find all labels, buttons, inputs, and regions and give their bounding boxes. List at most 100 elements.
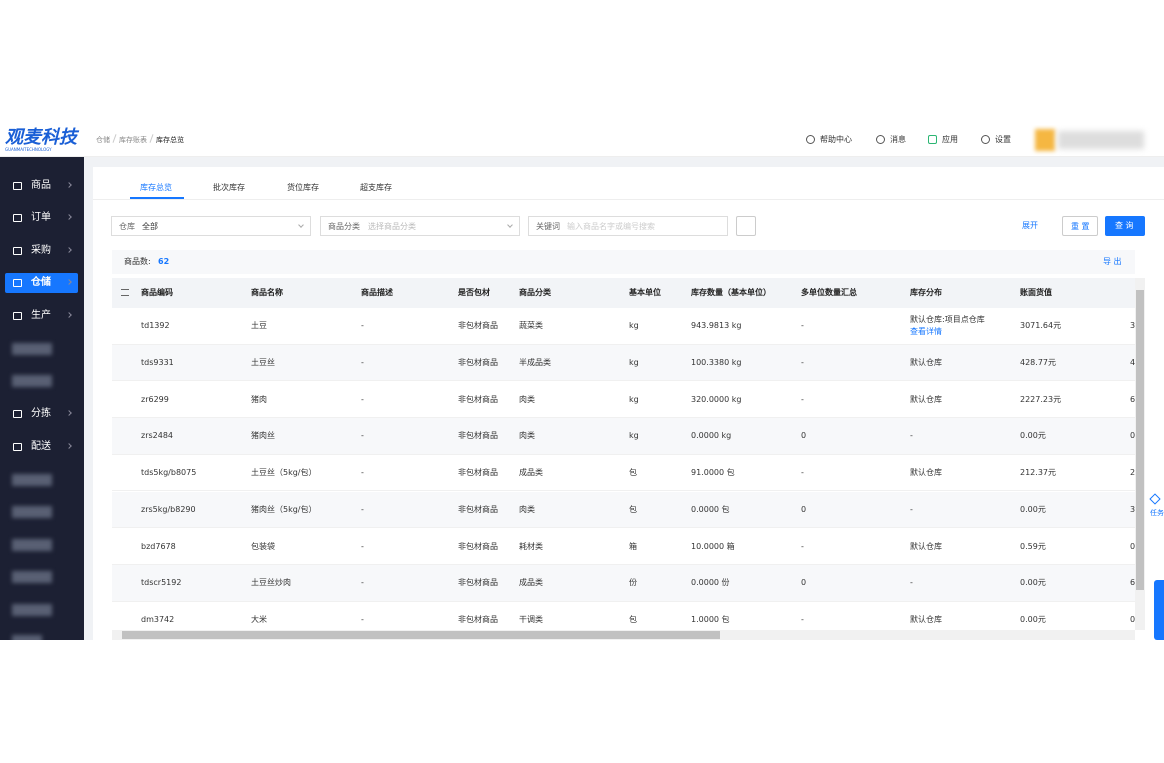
export-button[interactable]: 导 出 [1103, 257, 1122, 266]
table-row [112, 528, 1135, 565]
header-menu-item[interactable]: 设置 [995, 135, 1011, 144]
table-cell: zr6299 [141, 394, 169, 404]
table-cell: 0 [801, 504, 807, 514]
filter-button[interactable] [736, 216, 756, 236]
breadcrumb-item[interactable]: 仓储 [96, 136, 110, 144]
table-cell: zrs2484 [141, 431, 174, 441]
nav-label: 采购 [31, 245, 51, 256]
keyword-input[interactable]: 关键词 输入商品名字或编号搜索 [528, 216, 728, 236]
table-cell: 0.59元 [1020, 541, 1046, 551]
table-cell: 非包材商品 [458, 431, 498, 441]
table-cell: 0.00元 [1020, 614, 1046, 624]
nav-label: 订单 [31, 212, 51, 223]
nav-item[interactable]: 生产 [5, 306, 78, 326]
table-row [112, 344, 1135, 382]
table-cell: td1392 [141, 321, 170, 331]
table-cell: - [361, 578, 364, 588]
table-cell: - [361, 614, 364, 624]
tab[interactable]: 批次库存 [213, 183, 245, 192]
nav-item[interactable]: 采购 [5, 241, 78, 261]
table-cell: 4 [1130, 358, 1135, 368]
nav-arrow [66, 182, 72, 188]
table-cell: 非包材商品 [458, 541, 498, 551]
table-cell: 非包材商品 [458, 578, 498, 588]
tab[interactable]: 库存总览 [140, 183, 172, 192]
table-cell: 0.00元 [1020, 578, 1046, 588]
table-cell: 10.0000 箱 [691, 541, 735, 551]
table-cell: 212.37元 [1020, 468, 1056, 478]
table-cell: bzd7678 [141, 541, 176, 551]
nav-item[interactable]: 分拣 [5, 404, 78, 424]
table-cell: 默认仓库 [910, 541, 942, 551]
table-cell: 包装袋 [251, 541, 275, 551]
nav-item-active[interactable]: 仓储 [5, 273, 78, 293]
nav-icon [13, 312, 22, 320]
filter-label: 关键词 [536, 222, 560, 231]
tab[interactable]: 超支库存 [360, 183, 392, 192]
warehouse-select[interactable]: 仓库 全部 [111, 216, 311, 236]
table-cell: 1.0000 包 [691, 614, 730, 624]
table-cell: 非包材商品 [458, 614, 498, 624]
breadcrumb-item[interactable]: 库存账表 [119, 136, 147, 144]
v-scroll-thumb[interactable] [1136, 290, 1144, 590]
header-menu-item[interactable]: 应用 [942, 135, 958, 144]
nav-icon [13, 182, 22, 190]
header-menu-item[interactable]: 消息 [890, 135, 906, 144]
tab-divider [93, 199, 1164, 200]
table-cell: 320.0000 kg [691, 394, 742, 404]
table-cell: - [361, 394, 364, 404]
nav-icon [13, 279, 22, 287]
reset-button[interactable]: 重 置 [1062, 216, 1098, 236]
nav-icon [13, 214, 22, 222]
column-header: 商品名称 [251, 288, 283, 297]
expand-button[interactable]: 展开 [1022, 221, 1038, 230]
table-cell: - [361, 358, 364, 368]
column-header: 库存数量（基本单位） [691, 288, 771, 297]
table-cell: 包 [629, 614, 637, 624]
table-row [112, 418, 1135, 455]
table-cell: - [361, 431, 364, 441]
table-cell: 成品类 [519, 468, 543, 478]
table-cell: - [801, 541, 804, 551]
tab[interactable]: 货位库存 [287, 183, 319, 192]
button-label: 查 询 [1115, 221, 1134, 230]
nav-item[interactable]: 商品 [5, 176, 78, 196]
header-menu-item[interactable]: 帮助中心 [820, 135, 852, 144]
table-cell: 943.9813 kg [691, 321, 742, 331]
nav-label: 生产 [31, 310, 51, 321]
table-cell: 0 [801, 431, 807, 441]
nav-item-blurred [12, 506, 52, 518]
summary-bar [112, 250, 1135, 274]
h-scroll-thumb[interactable] [122, 631, 720, 639]
table-cell: kg [629, 394, 639, 404]
table-cell: 0 [1130, 541, 1135, 551]
nav-item[interactable]: 订单 [5, 208, 78, 228]
task-widget[interactable]: 任务 [1146, 490, 1164, 522]
table-cell: tdscr5192 [141, 578, 182, 588]
table-cell: 100.3380 kg [691, 358, 742, 368]
logo-subtitle: GUANMAITECHNOLOGY [5, 147, 52, 152]
column-settings-icon[interactable] [121, 289, 129, 296]
user-name [1058, 131, 1144, 149]
table-cell: 默认仓库 [910, 468, 942, 478]
table-cell: 0.0000 份 [691, 578, 730, 588]
table-cell: - [910, 504, 913, 514]
table-row [112, 308, 1135, 345]
table-cell: kg [629, 358, 639, 368]
nav-arrow [66, 410, 72, 416]
table-cell: 成品类 [519, 578, 543, 588]
table-cell: 91.0000 包 [691, 468, 735, 478]
filter-value: 全部 [142, 222, 158, 231]
table-cell: 2227.23元 [1020, 394, 1062, 404]
app: 观麦科技 GUANMAITECHNOLOGY 仓储 库存账表 库存总览 帮助中心 消息 应用设… [0, 125, 1164, 640]
table-cell: 默认仓库:项目点仓库 [910, 315, 985, 325]
search-button[interactable]: 查 询 [1105, 216, 1145, 236]
nav-item[interactable]: 配送 [5, 437, 78, 457]
column-header: 商品编码 [141, 288, 173, 297]
table-cell: 土豆丝炒肉 [251, 578, 291, 588]
help-widget[interactable] [1154, 580, 1164, 640]
table-cell: kg [629, 431, 639, 441]
nav-label: 仓储 [31, 277, 51, 288]
detail-link[interactable]: 查看详情 [910, 327, 942, 337]
category-select[interactable]: 商品分类 选择商品分类 [320, 216, 520, 236]
